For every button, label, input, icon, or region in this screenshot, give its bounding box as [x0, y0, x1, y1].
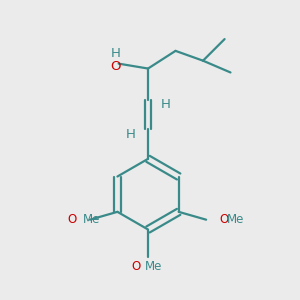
Text: O: O	[110, 60, 121, 73]
Text: O: O	[132, 260, 141, 273]
Text: H: H	[161, 98, 171, 111]
Text: O: O	[67, 213, 76, 226]
Text: Me: Me	[227, 213, 244, 226]
Text: Me: Me	[145, 260, 163, 273]
Text: O: O	[220, 213, 229, 226]
Text: H: H	[111, 47, 121, 60]
Text: Me: Me	[83, 213, 100, 226]
Text: H: H	[125, 128, 135, 141]
